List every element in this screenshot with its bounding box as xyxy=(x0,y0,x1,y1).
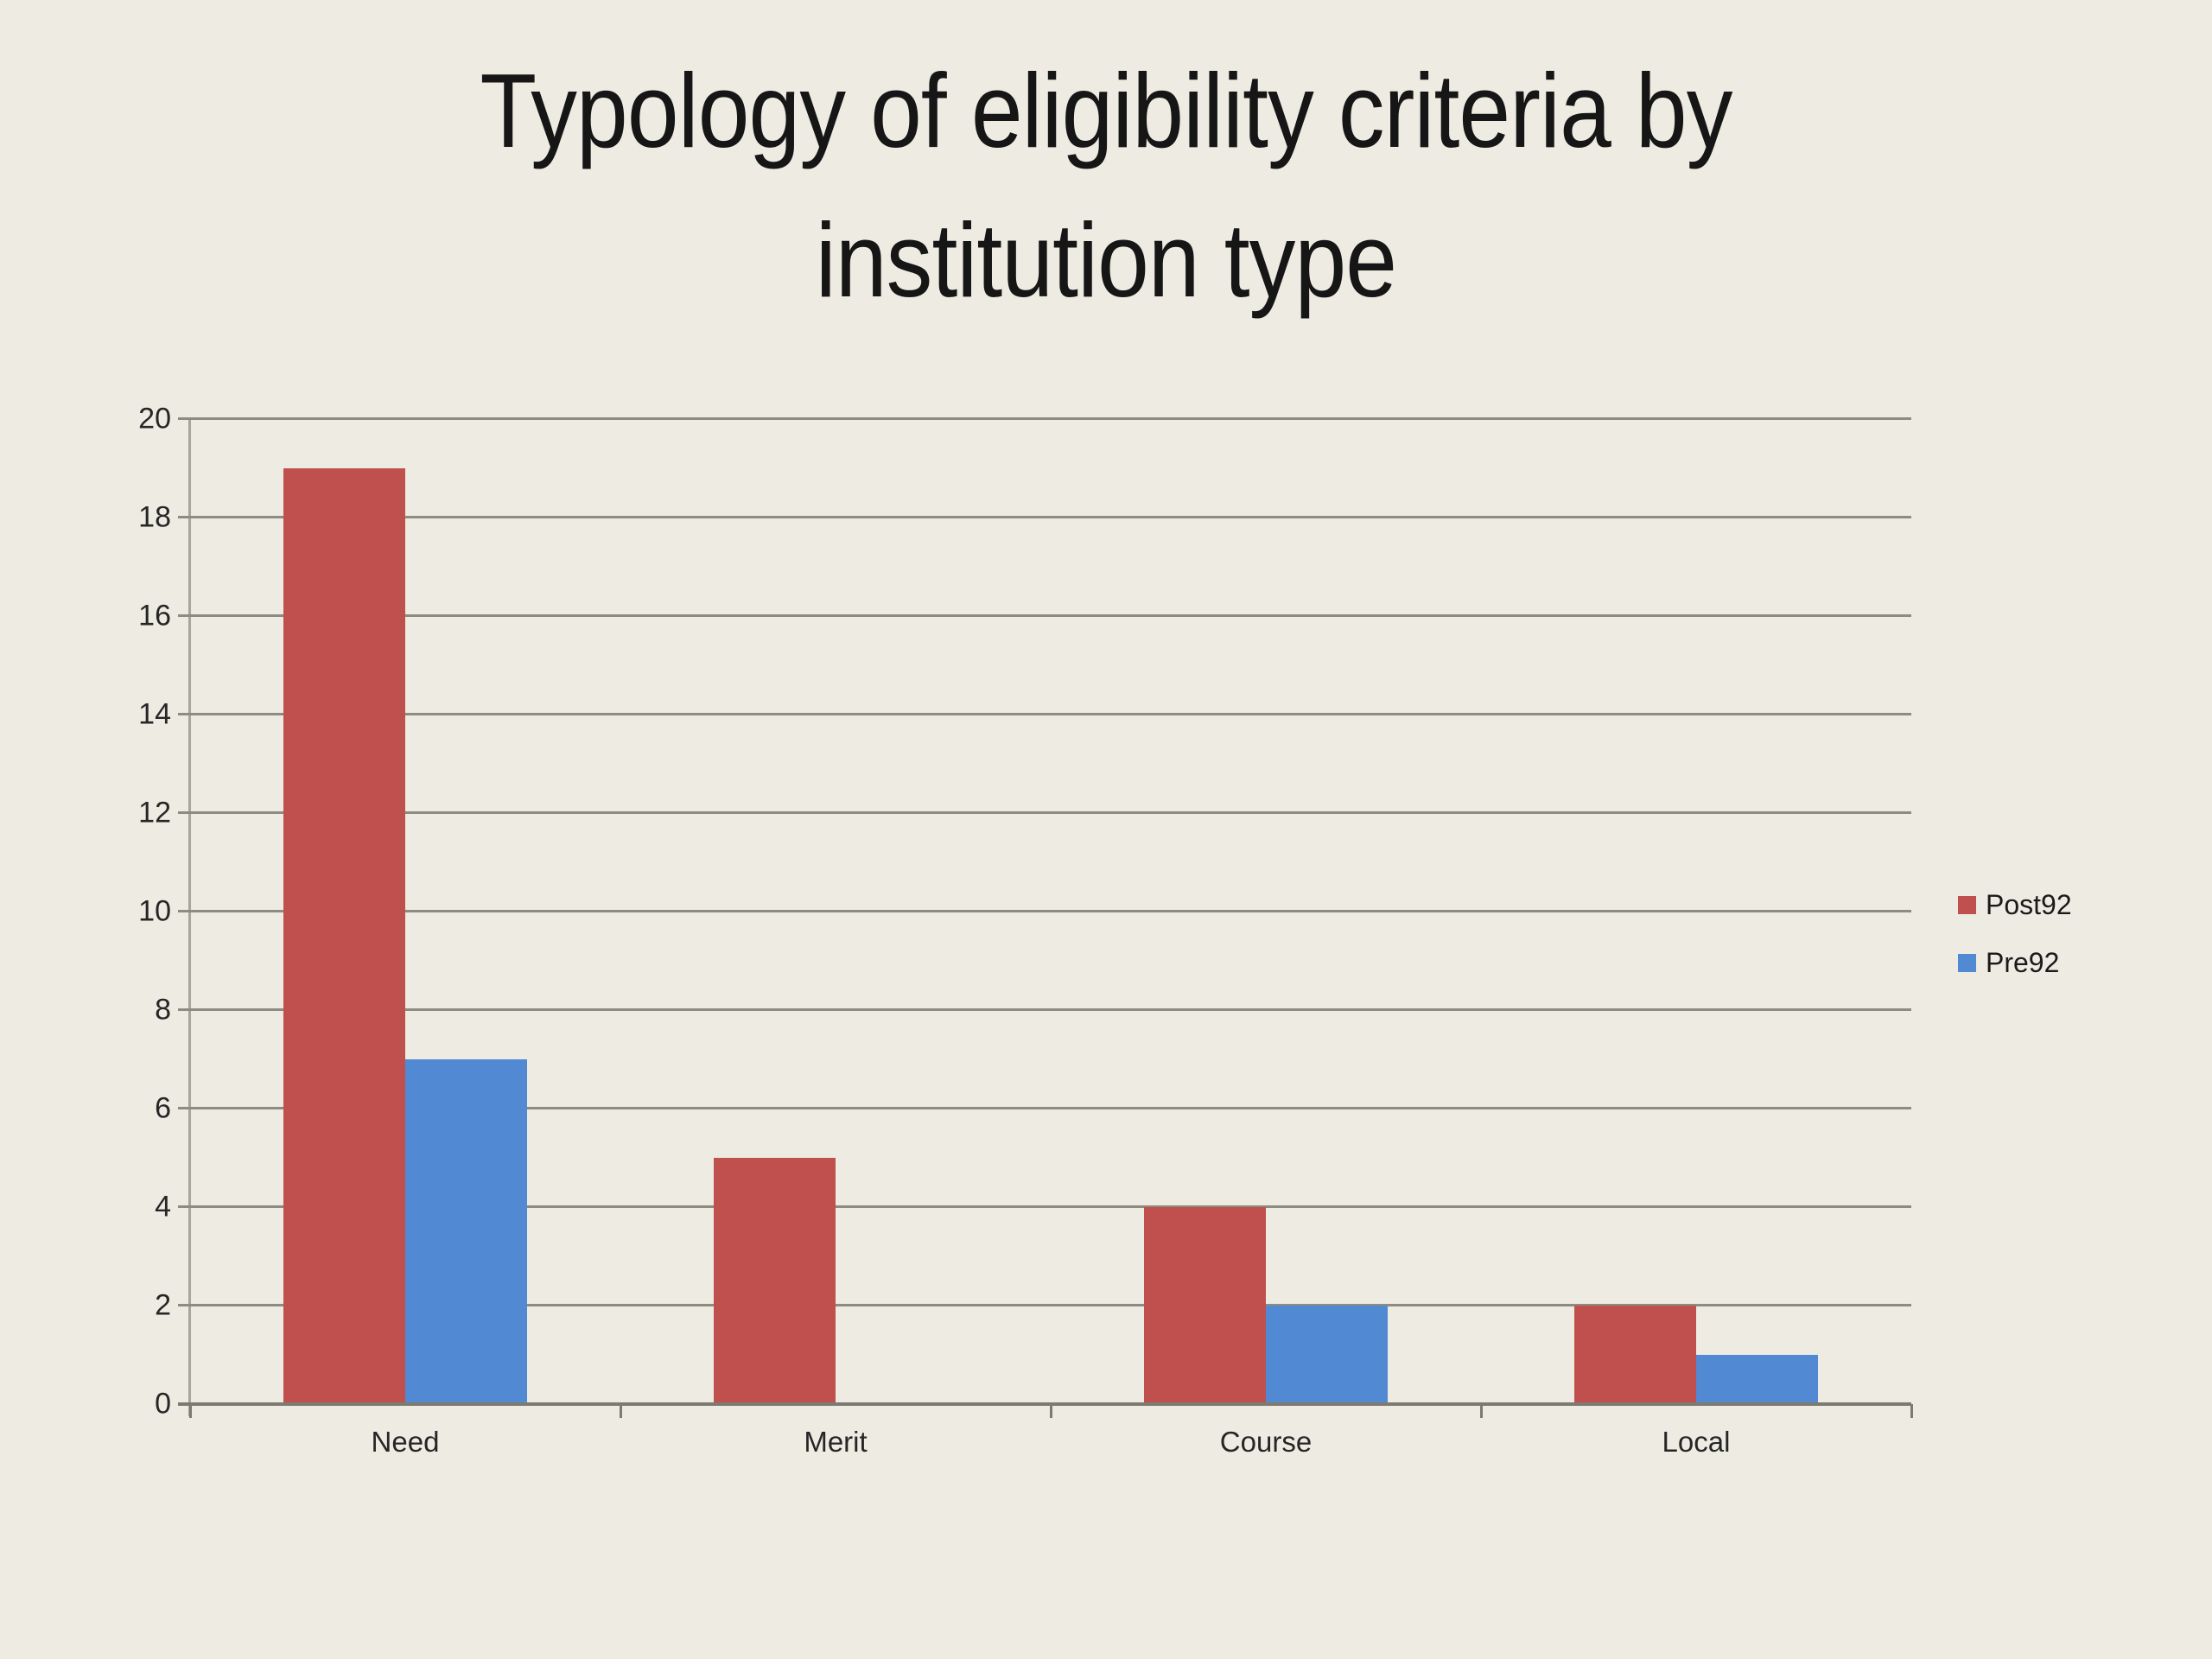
bar-post92-need xyxy=(283,468,405,1404)
y-tick-label-6: 6 xyxy=(155,1091,171,1125)
gridline-12 xyxy=(178,811,1911,814)
legend: Post92 Pre92 xyxy=(1958,888,2072,1006)
gridline-6 xyxy=(178,1107,1911,1109)
chart-title: Typology of eligibility criteria by insti… xyxy=(133,36,2080,335)
plot-area xyxy=(178,417,1913,1418)
y-tick-label-16: 16 xyxy=(138,599,171,632)
x-category-label-local: Local xyxy=(1662,1426,1731,1458)
y-tick-label-0: 0 xyxy=(155,1387,171,1421)
y-tick-label-2: 2 xyxy=(155,1288,171,1322)
legend-label-pre92: Pre92 xyxy=(1986,946,2060,978)
legend-label-post92: Post92 xyxy=(1986,888,2072,920)
y-axis-line xyxy=(188,419,191,1416)
bar-pre92-course xyxy=(1266,1306,1388,1404)
gridline-20 xyxy=(178,417,1911,420)
x-category-label-merit: Merit xyxy=(804,1426,868,1458)
y-tick-label-14: 14 xyxy=(138,697,171,731)
x-axis-tick-1 xyxy=(620,1404,622,1418)
gridline-8 xyxy=(178,1008,1911,1011)
x-axis-tick-3 xyxy=(1480,1404,1483,1418)
x-axis-labels: Need Merit Course Local xyxy=(190,1426,1911,1464)
y-axis-labels: 0 2 4 6 8 10 12 14 16 18 20 xyxy=(0,403,171,1421)
chart-title-line-1: Typology of eligibility criteria by xyxy=(480,52,1732,169)
gridline-16 xyxy=(178,614,1911,617)
legend-item-pre92: Pre92 xyxy=(1958,946,2072,978)
gridline-2 xyxy=(178,1304,1911,1306)
gridline-4 xyxy=(178,1205,1911,1208)
y-tick-label-18: 18 xyxy=(138,500,171,534)
bar-post92-course xyxy=(1144,1207,1266,1404)
legend-swatch-post92 xyxy=(1958,895,1976,914)
legend-item-post92: Post92 xyxy=(1958,888,2072,920)
x-axis-tick-0 xyxy=(189,1404,192,1418)
bar-post92-local xyxy=(1574,1306,1696,1404)
bar-post92-merit xyxy=(714,1158,836,1404)
y-tick-label-20: 20 xyxy=(138,402,171,435)
y-tick-label-12: 12 xyxy=(138,796,171,830)
y-tick-label-10: 10 xyxy=(138,894,171,928)
x-axis-line xyxy=(178,1402,1911,1406)
y-tick-label-8: 8 xyxy=(155,993,171,1027)
gridline-18 xyxy=(178,516,1911,518)
bar-pre92-local xyxy=(1696,1355,1818,1404)
x-axis-tick-2 xyxy=(1050,1404,1052,1418)
chart-title-line-2: institution type xyxy=(815,201,1397,320)
gridline-14 xyxy=(178,713,1911,715)
legend-swatch-pre92 xyxy=(1958,953,1976,972)
x-category-label-need: Need xyxy=(371,1426,440,1458)
x-category-label-course: Course xyxy=(1219,1426,1313,1458)
x-axis-tick-4 xyxy=(1910,1404,1913,1418)
y-tick-label-4: 4 xyxy=(155,1190,171,1224)
bar-pre92-need xyxy=(405,1059,527,1404)
gridline-10 xyxy=(178,910,1911,912)
